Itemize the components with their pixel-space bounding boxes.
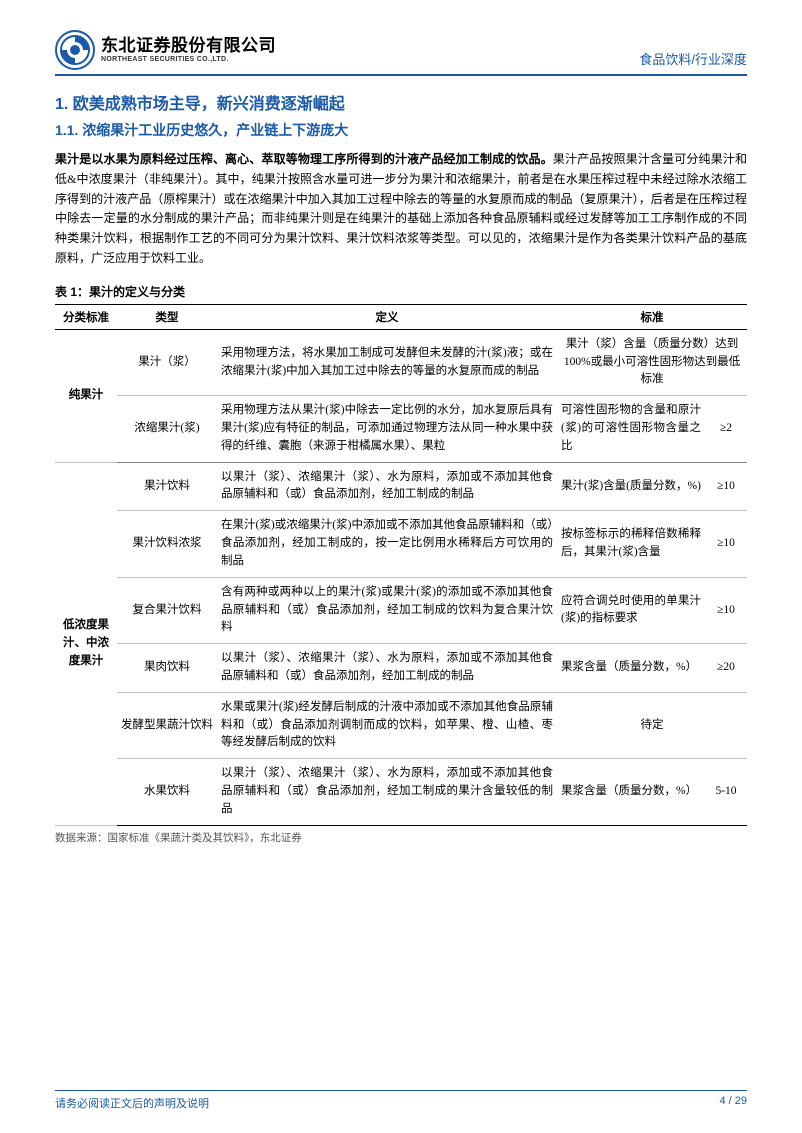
table-row: 低浓度果汁、中浓度果汁果汁饮料以果汁（浆）、浓缩果汁（浆）、水为原料，添加或不添… (55, 462, 747, 511)
type-cell: 果汁饮料 (117, 462, 217, 511)
intro-lead: 果汁是以水果为原料经过压榨、离心、萃取等物理工序所得到的汁液产品经加工制成的饮品… (55, 152, 553, 166)
company-logo-icon (55, 30, 95, 70)
definition-cell: 以果汁（浆）、浓缩果汁（浆）、水为原料，添加或不添加其他食品原辅料和（或）食品添… (217, 759, 557, 825)
col-header: 定义 (217, 304, 557, 329)
heading-1: 1. 欧美成熟市场主导，新兴消费逐渐崛起 (55, 90, 747, 114)
page-header: 东北证券股份有限公司 NORTHEAST SECURITIES CO.,LTD.… (55, 30, 747, 76)
heading-2: 1.1. 浓缩果汁工业历史悠久，产业链上下游庞大 (55, 120, 747, 140)
value-cell: 5-10 (705, 759, 747, 825)
type-cell: 发酵型果蔬汁饮料 (117, 692, 217, 758)
definition-cell: 采用物理方法，将水果加工制成可发酵但未发酵的汁(浆)液；或在浓缩果汁(浆)中加入… (217, 329, 557, 395)
table-row: 发酵型果蔬汁饮料水果或果汁(浆)经发酵后制成的汁液中添加或不添加其他食品原辅料和… (55, 692, 747, 758)
standard-cell: 果浆含量（质量分数，%） (557, 759, 705, 825)
table-row: 复合果汁饮料含有两种或两种以上的果汁(浆)或果汁(浆)的添加或不添加其他食品原辅… (55, 577, 747, 643)
standard-cell: 果汁（浆）含量（质量分数）达到100%或最小可溶性固形物达到最低标准 (557, 329, 747, 395)
table-row: 浓缩果汁(浆)采用物理方法从果汁(浆)中除去一定比例的水分，加水复原后具有果汁(… (55, 396, 747, 462)
value-cell: ≥20 (705, 644, 747, 693)
standard-cell: 待定 (557, 692, 747, 758)
intro-paragraph: 果汁是以水果为原料经过压榨、离心、萃取等物理工序所得到的汁液产品经加工制成的饮品… (55, 150, 747, 269)
classification-table: 分类标准 类型 定义 标准 纯果汁果汁（浆）采用物理方法，将水果加工制成可发酵但… (55, 304, 747, 826)
value-cell: ≥10 (705, 577, 747, 643)
definition-cell: 含有两种或两种以上的果汁(浆)或果汁(浆)的添加或不添加其他食品原辅料和（或）食… (217, 577, 557, 643)
table-row: 果汁饮料浓浆在果汁(浆)或浓缩果汁(浆)中添加或不添加其他食品原辅料和（或）食品… (55, 511, 747, 577)
definition-cell: 采用物理方法从果汁(浆)中除去一定比例的水分，加水复原后具有果汁(浆)应有特征的… (217, 396, 557, 462)
type-cell: 果汁饮料浓浆 (117, 511, 217, 577)
value-cell: ≥2 (705, 396, 747, 462)
footer-page-number: 4 / 29 (719, 1095, 747, 1111)
intro-rest: 果汁产品按照果汁含量可分纯果汁和低&中浓度果汁（非纯果汁）。其中，纯果汁按照含水… (55, 152, 747, 265)
table-row: 果肉饮料以果汁（浆）、浓缩果汁（浆）、水为原料，添加或不添加其他食品原辅料和（或… (55, 644, 747, 693)
logo-block: 东北证券股份有限公司 NORTHEAST SECURITIES CO.,LTD. (55, 30, 276, 70)
value-cell: ≥10 (705, 462, 747, 511)
definition-cell: 在果汁(浆)或浓缩果汁(浆)中添加或不添加其他食品原辅料和（或）食品添加剂，经加… (217, 511, 557, 577)
standard-cell: 可溶性固形物的含量和原汁(浆)的可溶性固形物含量之比 (557, 396, 705, 462)
company-name: 东北证券股份有限公司 NORTHEAST SECURITIES CO.,LTD. (101, 37, 276, 63)
table-header-row: 分类标准 类型 定义 标准 (55, 304, 747, 329)
type-cell: 果汁（浆） (117, 329, 217, 395)
type-cell: 浓缩果汁(浆) (117, 396, 217, 462)
value-cell: ≥10 (705, 511, 747, 577)
table-caption: 表 1：果汁的定义与分类 (55, 283, 747, 300)
table-row: 水果饮料以果汁（浆）、浓缩果汁（浆）、水为原料，添加或不添加其他食品原辅料和（或… (55, 759, 747, 825)
definition-cell: 以果汁（浆）、浓缩果汁（浆）、水为原料，添加或不添加其他食品原辅料和（或）食品添… (217, 462, 557, 511)
category-cell: 纯果汁 (55, 329, 117, 462)
table-source: 数据来源：国家标准《果蔬汁类及其饮料》，东北证券 (55, 830, 747, 845)
col-header: 标准 (557, 304, 747, 329)
company-name-cn: 东北证券股份有限公司 (101, 37, 276, 56)
table-row: 纯果汁果汁（浆）采用物理方法，将水果加工制成可发酵但未发酵的汁(浆)液；或在浓缩… (55, 329, 747, 395)
standard-cell: 果汁(浆)含量(质量分数，%) (557, 462, 705, 511)
standard-cell: 果浆含量（质量分数，%） (557, 644, 705, 693)
col-header: 类型 (117, 304, 217, 329)
company-name-en: NORTHEAST SECURITIES CO.,LTD. (101, 56, 276, 64)
col-header: 分类标准 (55, 304, 117, 329)
type-cell: 果肉饮料 (117, 644, 217, 693)
type-cell: 复合果汁饮料 (117, 577, 217, 643)
footer-disclaimer: 请务必阅读正文后的声明及说明 (55, 1095, 209, 1111)
category-cell: 低浓度果汁、中浓度果汁 (55, 462, 117, 825)
header-category: 食品饮料/行业深度 (639, 49, 747, 70)
definition-cell: 水果或果汁(浆)经发酵后制成的汁液中添加或不添加其他食品原辅料和（或）食品添加剂… (217, 692, 557, 758)
standard-cell: 按标签标示的稀释倍数稀释后，其果汁(浆)含量 (557, 511, 705, 577)
page-footer: 请务必阅读正文后的声明及说明 4 / 29 (55, 1090, 747, 1111)
standard-cell: 应符合调兑时使用的单果汁(浆)的指标要求 (557, 577, 705, 643)
type-cell: 水果饮料 (117, 759, 217, 825)
definition-cell: 以果汁（浆）、浓缩果汁（浆）、水为原料，添加或不添加其他食品原辅料和（或）食品添… (217, 644, 557, 693)
